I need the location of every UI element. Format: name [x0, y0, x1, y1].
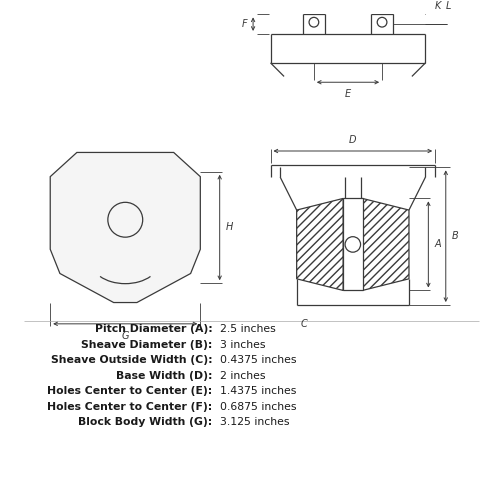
- Text: D: D: [349, 135, 356, 145]
- Text: C: C: [300, 318, 308, 328]
- Text: E: E: [345, 89, 351, 99]
- Text: B: B: [452, 231, 458, 241]
- Text: 0.6875 inches: 0.6875 inches: [220, 402, 296, 411]
- Text: 2.5 inches: 2.5 inches: [220, 324, 276, 334]
- Text: Pitch Diameter (A):: Pitch Diameter (A):: [94, 324, 212, 334]
- Text: 1.4375 inches: 1.4375 inches: [220, 386, 296, 396]
- Polygon shape: [296, 198, 343, 290]
- Text: Base Width (D):: Base Width (D):: [116, 370, 212, 380]
- Text: 3 inches: 3 inches: [220, 340, 266, 349]
- Text: F: F: [242, 19, 248, 29]
- Text: 3.125 inches: 3.125 inches: [220, 417, 290, 427]
- Text: Holes Center to Center (E):: Holes Center to Center (E):: [47, 386, 212, 396]
- Text: Holes Center to Center (F):: Holes Center to Center (F):: [47, 402, 212, 411]
- Text: Block Body Width (G):: Block Body Width (G):: [78, 417, 212, 427]
- Text: G: G: [122, 330, 129, 340]
- Polygon shape: [343, 198, 362, 290]
- Polygon shape: [50, 152, 201, 302]
- Polygon shape: [362, 198, 409, 290]
- Text: Sheave Diameter (B):: Sheave Diameter (B):: [81, 340, 212, 349]
- Text: K: K: [435, 0, 441, 10]
- Text: L: L: [446, 0, 452, 10]
- Text: Sheave Outside Width (C):: Sheave Outside Width (C):: [51, 355, 212, 365]
- Text: 2 inches: 2 inches: [220, 370, 266, 380]
- Text: H: H: [226, 222, 233, 232]
- Text: 0.4375 inches: 0.4375 inches: [220, 355, 296, 365]
- Text: A: A: [434, 240, 441, 250]
